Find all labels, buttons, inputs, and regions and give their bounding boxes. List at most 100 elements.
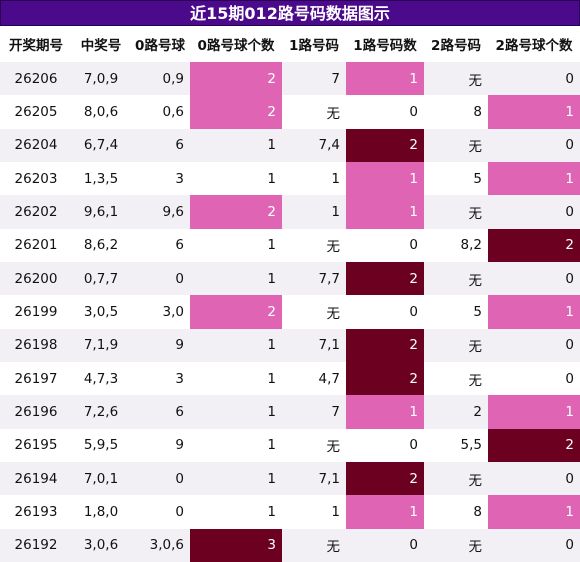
table-cell: 5,5 bbox=[460, 437, 482, 454]
table-cell: 1 bbox=[267, 437, 276, 454]
table-row: 26192 3,0,6 3,0,6 3 无 0 无 0 bbox=[0, 528, 580, 562]
table-cell: 4,7 bbox=[318, 370, 340, 387]
table-cell: 26205 bbox=[14, 103, 58, 120]
table-cell: 9 bbox=[175, 437, 184, 454]
table-cell: 7,1,9 bbox=[83, 337, 119, 354]
table-cell: 无 bbox=[468, 539, 483, 556]
table-cell: 7,4 bbox=[318, 137, 340, 154]
table-cell: 26200 bbox=[14, 270, 58, 287]
table-cell: 0 bbox=[409, 537, 418, 554]
table-cell: 3,0,6 bbox=[149, 537, 184, 554]
header-cell: 开奖期号 bbox=[9, 38, 63, 54]
table-cell: 2 bbox=[346, 461, 424, 496]
table-cell: 0 bbox=[175, 470, 184, 487]
table-cell: 26204 bbox=[14, 137, 58, 154]
table-row: 26200 0,7,7 0 1 7,7 2 无 0 bbox=[0, 261, 580, 296]
table-cell: 1 bbox=[267, 470, 276, 487]
table-cell: 4,7,3 bbox=[83, 370, 119, 387]
table-cell: 26202 bbox=[14, 203, 58, 220]
table-cell: 无 bbox=[326, 439, 341, 456]
table-row: 26204 6,7,4 6 1 7,4 2 无 0 bbox=[0, 128, 580, 162]
table-cell: 无 bbox=[326, 539, 341, 556]
table-cell: 8 bbox=[473, 103, 482, 120]
table-cell: 2 bbox=[190, 295, 282, 329]
table-row: 26205 8,0,6 0,6 2 无 0 8 1 bbox=[0, 95, 580, 129]
table-cell: 0 bbox=[175, 270, 184, 287]
table-cell: 3,0,6 bbox=[83, 537, 119, 554]
table-cell: 1 bbox=[488, 395, 580, 429]
table-cell: 9,6,1 bbox=[83, 203, 119, 220]
table-cell: 1 bbox=[488, 95, 580, 129]
table-cell: 2 bbox=[488, 228, 580, 262]
table-cell: 6 bbox=[175, 137, 184, 154]
header-cell: 2路号球个数 bbox=[495, 38, 573, 54]
table-row: 26196 7,2,6 6 1 7 1 2 1 bbox=[0, 395, 580, 429]
table-cell: 1 bbox=[267, 170, 276, 187]
table-cell: 2 bbox=[473, 403, 482, 420]
table-cell: 1 bbox=[331, 170, 340, 187]
table: 开奖期号 中奖号 0路号球 0路号球个数 1路号码 1路号码数 2路号码 2路号球个数 2620… bbox=[0, 26, 580, 562]
table-cell: 1 bbox=[331, 503, 340, 520]
table-cell: 0 bbox=[565, 203, 574, 220]
table-cell: 3 bbox=[175, 170, 184, 187]
table-cell: 1 bbox=[267, 337, 276, 354]
table-cell: 6 bbox=[175, 403, 184, 420]
table-cell: 1 bbox=[488, 161, 580, 196]
table-cell: 0 bbox=[565, 137, 574, 154]
table-cell: 0 bbox=[565, 370, 574, 387]
table-cell: 5 bbox=[473, 303, 482, 320]
table-cell: 1 bbox=[346, 395, 424, 429]
table-cell: 0 bbox=[565, 70, 574, 87]
header-cell: 1路号码 bbox=[289, 38, 339, 54]
table-cell: 0 bbox=[565, 337, 574, 354]
table-cell: 26198 bbox=[14, 337, 58, 354]
table-row: 26199 3,0,5 3,0 2 无 0 5 1 bbox=[0, 295, 580, 329]
table-cell: 9,6 bbox=[162, 203, 184, 220]
table-cell: 26195 bbox=[14, 437, 58, 454]
table-cell: 1 bbox=[346, 161, 424, 196]
table-cell: 无 bbox=[326, 305, 341, 322]
table-cell: 1 bbox=[267, 237, 276, 254]
table-cell: 无 bbox=[468, 339, 483, 356]
table-cell: 26196 bbox=[14, 403, 58, 420]
table-cell: 3 bbox=[190, 528, 282, 562]
table-cell: 无 bbox=[468, 205, 483, 222]
table-cell: 2 bbox=[346, 261, 424, 296]
table-cell: 1 bbox=[267, 503, 276, 520]
table-cell: 1 bbox=[346, 495, 424, 529]
table-cell: 7,1 bbox=[318, 337, 340, 354]
table-row: 26206 7,0,9 0,9 2 7 1 无 0 bbox=[0, 62, 580, 96]
table-cell: 26199 bbox=[14, 303, 58, 320]
table-cell: 0,7,7 bbox=[83, 270, 119, 287]
table-cell: 1 bbox=[488, 495, 580, 529]
table-cell: 5,9,5 bbox=[83, 437, 119, 454]
table-cell: 0 bbox=[565, 537, 574, 554]
table-cell: 无 bbox=[468, 72, 483, 89]
table-cell: 26201 bbox=[14, 237, 58, 254]
header-cell: 中奖号 bbox=[80, 38, 122, 54]
table-cell: 8,0,6 bbox=[83, 103, 119, 120]
table-cell: 0 bbox=[565, 270, 574, 287]
table-cell: 0,9 bbox=[162, 70, 184, 87]
table-cell: 26206 bbox=[14, 70, 58, 87]
table-cell: 3 bbox=[175, 370, 184, 387]
table-cell: 3,0 bbox=[162, 303, 184, 320]
table-row: 26194 7,0,1 0 1 7,1 2 无 0 bbox=[0, 461, 580, 496]
table-cell: 1 bbox=[488, 295, 580, 329]
table-row: 26201 8,6,2 6 1 无 0 8,2 2 bbox=[0, 228, 580, 262]
table-cell: 7,0,9 bbox=[83, 70, 119, 87]
table-cell: 2 bbox=[190, 95, 282, 129]
table-row: 26193 1,8,0 0 1 1 1 8 1 bbox=[0, 495, 580, 529]
table-cell: 无 bbox=[468, 272, 483, 289]
table-cell: 5 bbox=[473, 170, 482, 187]
table-row: 26195 5,9,5 9 1 无 0 5,5 2 bbox=[0, 428, 580, 462]
table-cell: 26194 bbox=[14, 470, 58, 487]
table-cell: 无 bbox=[326, 105, 341, 122]
table-row: 26203 1,3,5 3 1 1 1 5 1 bbox=[0, 161, 580, 196]
header-row: 开奖期号 中奖号 0路号球 0路号球个数 1路号码 1路号码数 2路号码 2路号球个数 bbox=[0, 26, 580, 62]
table-row: 26197 4,7,3 3 1 4,7 2 无 0 bbox=[0, 361, 580, 396]
table-cell: 1 bbox=[267, 137, 276, 154]
table-cell: 2 bbox=[488, 428, 580, 462]
table-cell: 26193 bbox=[14, 503, 58, 520]
